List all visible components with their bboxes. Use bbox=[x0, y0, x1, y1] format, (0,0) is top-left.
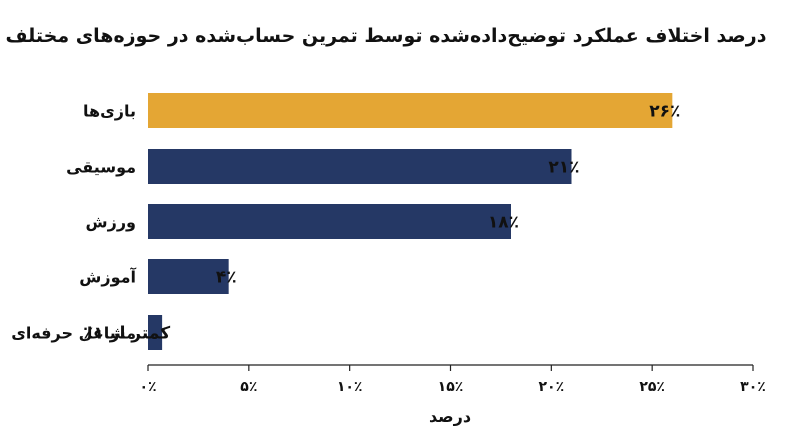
x-tick-label-4: ۲۰٪ bbox=[539, 379, 565, 395]
value-label-1: ۲۱٪ bbox=[548, 158, 579, 178]
value-label-3: ۴٪ bbox=[216, 268, 237, 288]
value-label-4: کمتر از ۱٪ bbox=[83, 324, 170, 344]
category-label-2: ورزش bbox=[86, 213, 136, 232]
x-tick-label-2: ۱۰٪ bbox=[337, 379, 363, 395]
bar-2 bbox=[148, 204, 511, 239]
category-label-3: آموزش bbox=[79, 267, 136, 287]
x-tick-label-0: ۰٪ bbox=[139, 379, 156, 395]
x-tick-label-3: ۱۵٪ bbox=[438, 379, 464, 395]
x-tick-label-1: ۵٪ bbox=[240, 379, 257, 395]
x-axis: ۰٪ ۵٪ ۱۰٪ ۱۵٪ ۲۰٪ ۲۵٪ ۳۰٪ bbox=[139, 364, 766, 395]
value-label-0: ۲۶٪ bbox=[649, 102, 680, 122]
chart-title: درصد اختلاف عملکرد توضیح‌داده‌شده توسط ت… bbox=[6, 25, 767, 47]
category-label-0: بازی‌ها bbox=[83, 102, 136, 121]
x-axis-title: درصد bbox=[429, 407, 471, 426]
bar-0 bbox=[148, 93, 673, 128]
bar-3 bbox=[148, 259, 229, 294]
bar-4 bbox=[148, 315, 163, 350]
bars-layer: بازی‌ها ۲۶٪ موسیقی ۲۱٪ ورزش ۱۸٪ آموزش ۴٪ مشاغل ح… bbox=[11, 93, 680, 350]
category-label-4: مشاغل حرفه‌ای bbox=[11, 324, 136, 343]
x-tick-label-5: ۲۵٪ bbox=[639, 379, 665, 395]
value-label-2: ۱۸٪ bbox=[488, 213, 519, 233]
x-tick-label-6: ۳۰٪ bbox=[740, 379, 766, 395]
bar-1 bbox=[148, 149, 572, 184]
category-label-1: موسیقی bbox=[66, 158, 136, 177]
